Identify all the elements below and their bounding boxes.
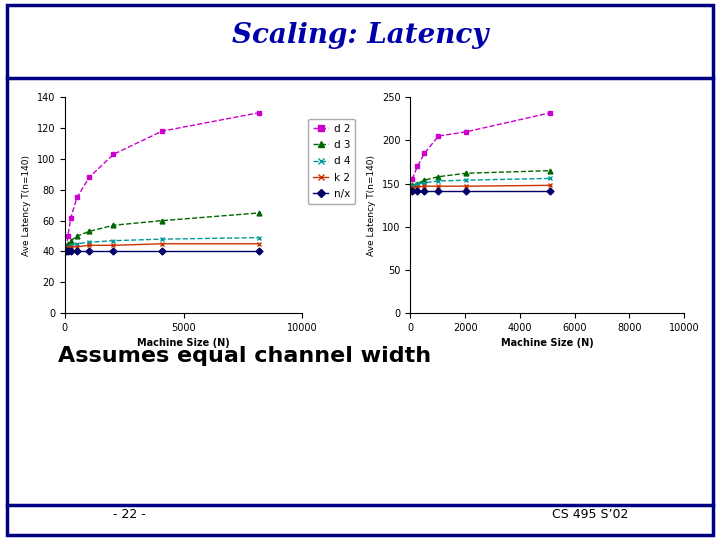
Text: CS 495 S’02: CS 495 S’02 — [552, 508, 629, 521]
X-axis label: Machine Size (N): Machine Size (N) — [501, 339, 593, 348]
Text: Scaling: Latency: Scaling: Latency — [232, 22, 488, 49]
Y-axis label: Ave Latency T(n=140): Ave Latency T(n=140) — [367, 154, 377, 256]
Y-axis label: Ave Latency T(n=140): Ave Latency T(n=140) — [22, 154, 31, 256]
Text: Assumes equal channel width: Assumes equal channel width — [58, 346, 431, 366]
Text: - 22 -: - 22 - — [113, 508, 146, 521]
X-axis label: Machine Size (N): Machine Size (N) — [138, 339, 230, 348]
Legend: d 2, d 3, d 4, k 2, n/x: d 2, d 3, d 4, k 2, n/x — [307, 119, 356, 204]
